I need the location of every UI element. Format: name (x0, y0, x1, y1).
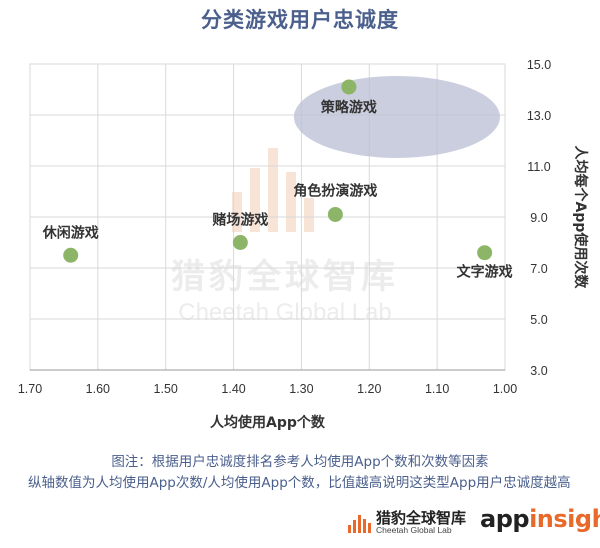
data-point (63, 247, 79, 263)
data-point-label: 策略游戏 (320, 99, 377, 116)
y-tick-label: 5.0 (530, 313, 547, 327)
data-point (327, 206, 343, 222)
data-point-label: 休闲游戏 (42, 224, 99, 241)
chart-note-2: 纵轴数值为人均使用App次数/人均使用App个数，比值越高说明这类型App用户忠… (28, 475, 571, 491)
y-tick-label: 11.0 (527, 160, 550, 174)
bars-logo-icon (348, 513, 371, 533)
watermark-bar-0 (232, 192, 242, 232)
x-tick-label: 1.00 (493, 382, 517, 396)
watermark-bar-1 (250, 168, 260, 232)
highlight-ellipse (293, 75, 500, 158)
watermark-cn: 猎豹全球智库 (171, 257, 399, 297)
appinsight-logo: appinsight (480, 505, 600, 533)
appinsight-logo-insight: insight (529, 505, 600, 533)
y-tick-label: 3.0 (530, 364, 547, 378)
x-tick-label: 1.30 (289, 382, 313, 396)
data-point-label: 文字游戏 (457, 264, 513, 281)
brand-en-name: Cheetah Global Lab (376, 525, 452, 535)
watermark-en: Cheetah Global Lab (178, 299, 392, 326)
x-tick-label: 1.40 (221, 382, 245, 396)
y-tick-label: 15.0 (527, 58, 551, 72)
data-point-label: 角色扮演游戏 (293, 182, 377, 199)
y-axis-title: 人均每个App使用次数 (572, 146, 589, 290)
chart-title: 分类游戏用户忠诚度 (201, 8, 399, 32)
watermark-bar-3 (286, 172, 296, 232)
data-point (341, 79, 357, 95)
data-point (477, 245, 493, 261)
watermark-bar-2 (268, 148, 278, 232)
x-tick-label: 1.10 (425, 382, 449, 396)
y-tick-label: 9.0 (530, 211, 547, 225)
data-point (232, 235, 248, 250)
x-tick-label: 1.70 (18, 382, 42, 396)
cheetah-logo: 猎豹全球智库 Cheetah Global Lab (348, 511, 466, 535)
appinsight-logo-app: app (480, 505, 530, 533)
x-tick-label: 1.60 (86, 382, 110, 396)
y-tick-label: 7.0 (530, 262, 547, 276)
brand-cn-name: 猎豹全球智库 (376, 509, 467, 527)
x-tick-label: 1.50 (154, 382, 178, 396)
chart-note-1: 图注：根据用户忠诚度排名参考人均使用App个数和次数等因素 (111, 454, 489, 470)
watermark-bar-4 (304, 198, 314, 232)
y-tick-label: 13.0 (527, 109, 551, 123)
x-axis-title: 人均使用App个数 (210, 414, 326, 431)
x-tick-label: 1.20 (357, 382, 381, 396)
data-point-label: 赌场游戏 (211, 212, 268, 229)
